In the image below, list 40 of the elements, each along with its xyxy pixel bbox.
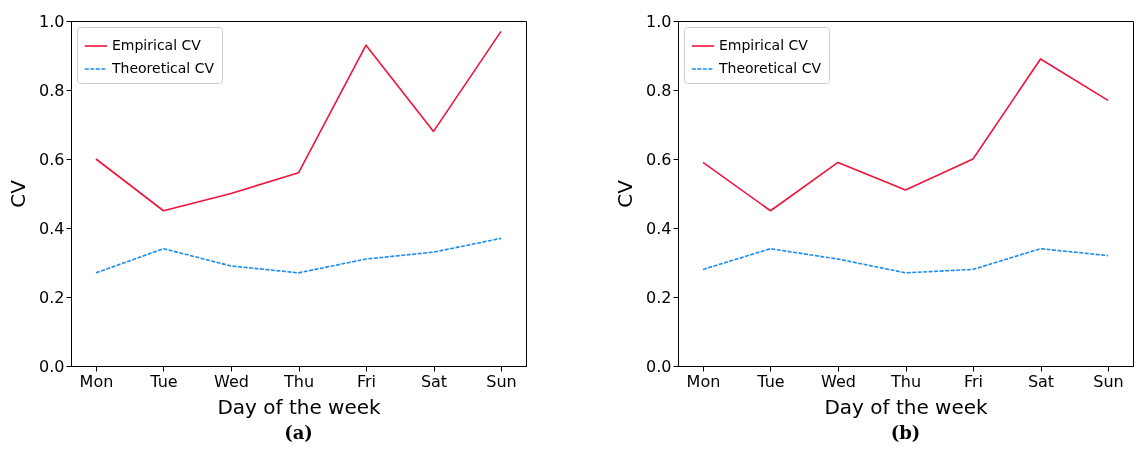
y-tick-label: 0.0 [646, 356, 672, 376]
y-tick-label: 0.6 [646, 149, 672, 169]
legend-label: Theoretical CV [111, 60, 215, 76]
x-axis-title: Day of the week [217, 394, 382, 419]
x-tick-label: Wed [821, 371, 856, 391]
x-tick-label: Fri [356, 371, 377, 391]
x-tick-label: Mon [79, 371, 114, 391]
y-tick-label: 0.2 [646, 287, 672, 307]
y-axis-title: CV [613, 179, 638, 208]
x-tick-label: Thu [282, 371, 315, 391]
x-tick-label: Sat [1027, 371, 1055, 391]
text: (a) [284, 422, 313, 443]
x-tick-label: Thu [889, 371, 922, 391]
x-tick-label: Fri [963, 371, 984, 391]
y-tick-label: 0.8 [646, 80, 672, 100]
y-tick-label: 0.0 [39, 356, 65, 376]
legend-label: Empirical CV [719, 37, 809, 53]
x-tick-label: Tue [756, 371, 785, 391]
line-series [702, 247, 1109, 274]
line-series [95, 237, 502, 274]
x-tick-label: Mon [686, 371, 721, 391]
line-series [95, 30, 502, 212]
legend-label: Empirical CV [112, 37, 202, 53]
y-tick-label: 0.4 [39, 218, 65, 238]
line-series [702, 58, 1109, 212]
y-tick-label: 0.2 [39, 287, 65, 307]
y-tick-label: 0.4 [646, 218, 672, 238]
y-tick-label: 0.6 [39, 149, 65, 169]
x-tick-label: Wed [214, 371, 249, 391]
y-tick-label: 1.0 [39, 11, 65, 31]
y-axis-title: CV [6, 179, 31, 208]
x-tick-label: Sun [486, 371, 517, 391]
x-tick-label: Sun [1093, 371, 1124, 391]
legend-label: Theoretical CV [718, 60, 822, 76]
x-tick-label: Tue [149, 371, 178, 391]
x-tick-label: Sat [420, 371, 448, 391]
y-tick-label: 0.8 [39, 80, 65, 100]
x-axis-title: Day of the week [824, 394, 989, 419]
y-tick-label: 1.0 [646, 11, 672, 31]
text: (b) [890, 422, 921, 443]
